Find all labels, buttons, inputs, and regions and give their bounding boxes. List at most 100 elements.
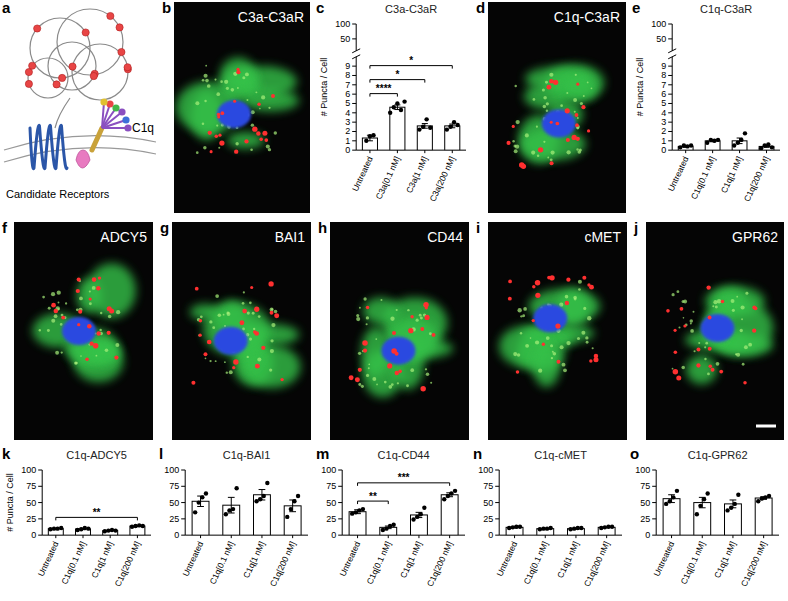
y-axis-title: # Puncta / Cell [5,473,15,532]
speckle [531,151,535,155]
caption: Candidate Receptors [6,188,110,200]
y-tick-label: 100 [335,19,350,29]
speckle [57,291,61,295]
speckle [407,309,409,311]
bar [349,512,366,535]
puncta [719,370,723,374]
red-dot [53,81,60,88]
speckle [209,320,212,323]
speckle [226,87,229,90]
error-bar [668,495,675,503]
speckle [368,363,370,365]
speckle [678,326,680,328]
red-dot [90,72,97,79]
puncta [575,123,579,127]
speckle [690,322,692,324]
cell-body [220,57,256,92]
x-tick [763,535,764,538]
speckle [203,146,206,149]
speckle [704,346,706,348]
speckle [396,309,398,311]
puncta [262,131,267,136]
y-tick-label: 7 [345,80,350,90]
puncta [89,297,92,300]
speckle [591,87,593,89]
y-tick [668,24,672,25]
x-tick-label: C1q[0.1 nM] [207,540,236,586]
red-dot [25,80,32,87]
y-tick-label: 5 [345,98,350,108]
speckle [522,314,525,317]
puncta [575,113,579,117]
speckle [530,337,532,339]
data-point [733,502,737,506]
speckle [592,347,594,349]
image-ground [488,222,627,440]
data-point [452,120,456,124]
cell-body [363,297,399,324]
y-tick-label: 0 [331,530,336,540]
puncta [674,350,678,354]
x-tick [449,535,450,538]
y-tick [652,518,656,519]
speckle [216,125,218,127]
image-content [666,285,773,384]
speckle [249,338,252,341]
speckle [99,329,102,332]
speckle [212,326,215,329]
significance-label: * [409,55,413,66]
x-tick-label: C1q[0.1 nM] [521,540,550,586]
speckle [356,317,360,321]
image-label: CD44 [427,229,463,245]
panel-letter: d [476,0,485,16]
speckle [551,151,555,155]
speckle [573,296,577,300]
speckle [672,368,674,370]
data-point [689,143,693,147]
speckle [74,361,77,364]
data-point [399,108,403,112]
data-point [725,508,729,512]
speckle [270,349,274,353]
data-point [197,500,201,504]
speckle [247,356,249,358]
y-tick [668,66,672,67]
puncta [424,315,429,320]
nucleus [533,304,567,332]
x-tick-label: C1q[1 nM] [712,540,738,580]
speckle [356,314,359,317]
x-tick [732,535,733,538]
bar [694,503,711,536]
x-tick-label: C3a[0.1 nM] [374,155,403,201]
panel-letter: l [159,445,163,462]
x-tick [357,535,358,538]
ligand-label: C1q [132,121,154,135]
chart-panel: mC1q-CD440255075100UntreatedC1q[0.1 nM]C… [316,445,465,588]
data-point [292,499,296,503]
speckle [745,292,748,295]
y-tick [352,122,356,123]
speckle [741,305,745,309]
cell-body [88,341,121,364]
speckle [366,323,368,325]
puncta [61,316,65,320]
y-tick-label: 100 [478,465,493,475]
speckle [735,353,737,355]
scale-bar [756,425,776,428]
x-tick [514,535,515,538]
y-tick [38,518,42,519]
puncta [576,83,579,86]
x-tick-label: C1q[0.1 nM] [689,155,718,201]
puncta [270,311,274,315]
y-tick [668,84,672,85]
data-point [743,131,747,135]
y-tick [181,486,185,487]
speckle [566,341,570,345]
x-tick [397,150,398,153]
puncta [210,150,213,153]
data-point [371,133,375,137]
red-dot [69,63,76,70]
chart-title: C1q-ADCY5 [66,449,127,461]
image-ground [646,222,784,440]
puncta [550,161,554,165]
